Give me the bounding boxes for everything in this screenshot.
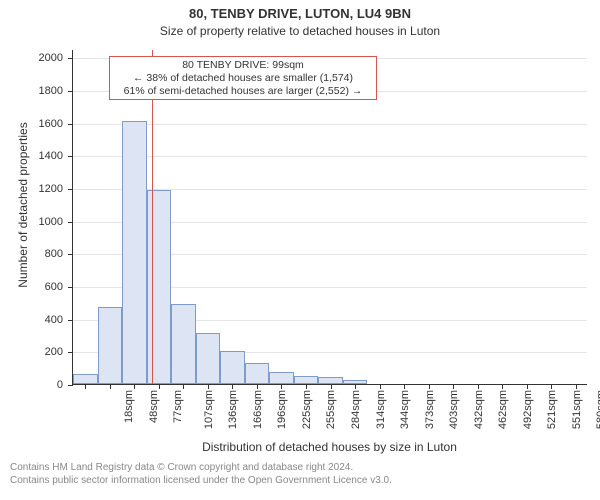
x-tick-mark xyxy=(478,384,479,389)
y-tick-mark xyxy=(68,156,73,157)
x-tick-mark xyxy=(502,384,503,389)
x-tick-mark xyxy=(331,384,332,389)
y-tick-label: 200 xyxy=(45,346,63,358)
histogram-bar xyxy=(196,333,221,384)
x-tick-label: 166sqm xyxy=(252,390,264,429)
x-tick-label: 48sqm xyxy=(148,390,160,423)
x-tick-mark xyxy=(576,384,577,389)
x-tick-label: 373sqm xyxy=(424,390,436,429)
x-tick-mark xyxy=(110,384,111,389)
y-tick-label: 800 xyxy=(45,248,63,260)
x-tick-label: 18sqm xyxy=(123,390,135,423)
x-tick-mark xyxy=(159,384,160,389)
annotation-line-2: ← 38% of detached houses are smaller (1,… xyxy=(114,72,372,85)
x-tick-mark xyxy=(183,384,184,389)
x-tick-mark xyxy=(404,384,405,389)
histogram-bar xyxy=(73,374,98,384)
y-tick-mark xyxy=(68,320,73,321)
x-tick-mark xyxy=(551,384,552,389)
x-tick-mark xyxy=(527,384,528,389)
y-tick-mark xyxy=(68,58,73,59)
histogram-bar xyxy=(147,190,172,384)
x-axis-label: Distribution of detached houses by size … xyxy=(72,440,587,454)
y-tick-mark xyxy=(68,222,73,223)
property-marker-line xyxy=(152,50,153,384)
y-tick-mark xyxy=(68,287,73,288)
gridline xyxy=(73,124,587,125)
histogram-bar xyxy=(245,363,270,384)
gridline xyxy=(73,156,587,157)
x-tick-label: 107sqm xyxy=(203,390,215,429)
plot-area: 020040060080010001200140016001800200018s… xyxy=(72,50,587,385)
x-tick-label: 580sqm xyxy=(595,390,600,429)
y-tick-mark xyxy=(68,385,73,386)
x-tick-mark xyxy=(453,384,454,389)
x-tick-label: 551sqm xyxy=(571,390,583,429)
x-tick-label: 77sqm xyxy=(172,390,184,423)
histogram-bar xyxy=(269,372,294,384)
y-tick-label: 2000 xyxy=(39,52,63,64)
histogram-bar xyxy=(318,377,343,384)
x-tick-label: 136sqm xyxy=(227,390,239,429)
y-tick-mark xyxy=(68,254,73,255)
y-tick-mark xyxy=(68,189,73,190)
histogram-bar xyxy=(122,121,147,384)
x-tick-label: 225sqm xyxy=(301,390,313,429)
y-tick-label: 1200 xyxy=(39,183,63,195)
x-tick-mark xyxy=(232,384,233,389)
y-tick-label: 0 xyxy=(57,379,63,391)
footer-line-1: Contains HM Land Registry data © Crown c… xyxy=(10,462,392,475)
histogram-bar xyxy=(294,376,319,384)
x-tick-label: 462sqm xyxy=(497,390,509,429)
annotation-box: 80 TENBY DRIVE: 99sqm← 38% of detached h… xyxy=(109,56,377,100)
histogram-bar xyxy=(171,304,196,384)
x-tick-mark xyxy=(85,384,86,389)
histogram-bar xyxy=(220,351,245,385)
y-tick-label: 400 xyxy=(45,314,63,326)
x-tick-mark xyxy=(208,384,209,389)
y-tick-mark xyxy=(68,124,73,125)
footer-attribution: Contains HM Land Registry data © Crown c… xyxy=(10,462,392,487)
x-tick-label: 284sqm xyxy=(350,390,362,429)
y-tick-label: 1800 xyxy=(39,85,63,97)
y-tick-label: 1600 xyxy=(39,118,63,130)
x-tick-label: 521sqm xyxy=(546,390,558,429)
x-tick-mark xyxy=(306,384,307,389)
x-tick-label: 492sqm xyxy=(522,390,534,429)
y-tick-label: 1400 xyxy=(39,150,63,162)
y-axis-label: Number of detached properties xyxy=(16,45,30,365)
footer-line-2: Contains public sector information licen… xyxy=(10,475,392,488)
x-tick-label: 344sqm xyxy=(399,390,411,429)
chart-title-address: 80, TENBY DRIVE, LUTON, LU4 9BN xyxy=(0,6,600,21)
x-tick-mark xyxy=(257,384,258,389)
y-tick-mark xyxy=(68,352,73,353)
x-tick-label: 255sqm xyxy=(326,390,338,429)
annotation-line-3: 61% of semi-detached houses are larger (… xyxy=(114,85,372,98)
x-tick-label: 403sqm xyxy=(448,390,460,429)
x-tick-mark xyxy=(281,384,282,389)
histogram-bar xyxy=(98,307,123,384)
x-tick-label: 314sqm xyxy=(375,390,387,429)
x-tick-mark xyxy=(355,384,356,389)
x-tick-mark xyxy=(134,384,135,389)
chart-title-description: Size of property relative to detached ho… xyxy=(0,24,600,38)
y-tick-label: 1000 xyxy=(39,216,63,228)
x-tick-mark xyxy=(380,384,381,389)
x-tick-label: 196sqm xyxy=(277,390,289,429)
x-tick-mark xyxy=(429,384,430,389)
x-tick-label: 432sqm xyxy=(473,390,485,429)
y-tick-label: 600 xyxy=(45,281,63,293)
annotation-line-1: 80 TENBY DRIVE: 99sqm xyxy=(114,59,372,72)
y-tick-mark xyxy=(68,91,73,92)
